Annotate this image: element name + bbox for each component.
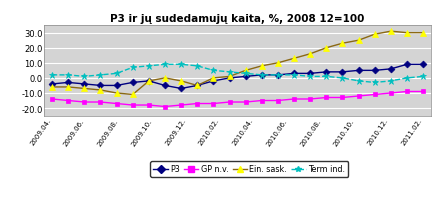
Title: P3 ir jų sudedamujų kaita, %, 2008 12=100: P3 ir jų sudedamujų kaita, %, 2008 12=10… bbox=[110, 14, 365, 24]
Legend: P3, GP n.v., Ein. sask., Term ind.: P3, GP n.v., Ein. sask., Term ind. bbox=[150, 161, 348, 177]
